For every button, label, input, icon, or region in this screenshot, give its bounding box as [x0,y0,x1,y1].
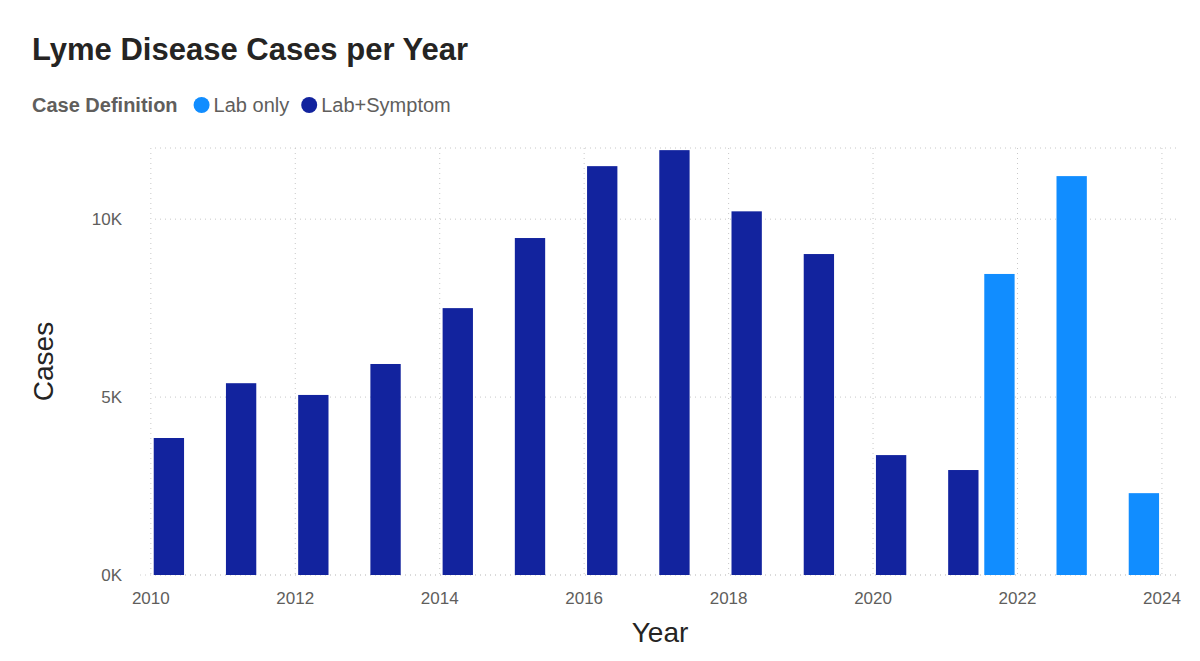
legend-label: Lab+Symptom [321,94,451,116]
bar [732,211,762,575]
bar [659,150,689,575]
bar [298,395,328,575]
bar [370,364,400,575]
legend-label: Lab only [214,94,290,116]
bar [984,274,1014,575]
x-tick-label: 2010 [132,589,170,608]
bar [226,383,256,575]
grid-line [584,148,585,575]
grid-line [295,148,296,575]
y-axis-label: Cases [28,322,59,401]
x-tick-label: 2016 [565,589,603,608]
bar [1057,176,1087,575]
chart: Lyme Disease Cases per Year Case Definiti… [0,0,1200,661]
grid-line [1017,148,1018,575]
bar [443,308,473,575]
y-tick-label: 5K [101,388,122,407]
y-tick-label: 0K [101,566,122,585]
bar [515,238,545,575]
legend-marker [194,97,210,113]
bar [876,455,906,575]
x-tick-label: 2012 [276,589,314,608]
grid-line [728,148,729,575]
grid-line [439,148,440,575]
x-tick-label: 2022 [999,589,1037,608]
bar [1129,493,1159,575]
legend-title: Case Definition [32,94,178,116]
bar [948,470,978,575]
grid-line [873,148,874,575]
legend-marker [301,97,317,113]
bar [587,166,617,575]
grid-line [1161,148,1162,575]
x-tick-label: 2018 [710,589,748,608]
bar [154,438,184,575]
bar [804,254,834,575]
x-axis-label: Year [632,617,689,648]
grid-line [150,148,151,575]
y-tick-label: 10K [92,210,123,229]
x-tick-label: 2024 [1143,589,1181,608]
x-tick-label: 2020 [854,589,892,608]
title: Lyme Disease Cases per Year [32,32,468,67]
x-tick-label: 2014 [421,589,459,608]
bars [154,150,1159,575]
plot-top-edge [155,148,1180,149]
